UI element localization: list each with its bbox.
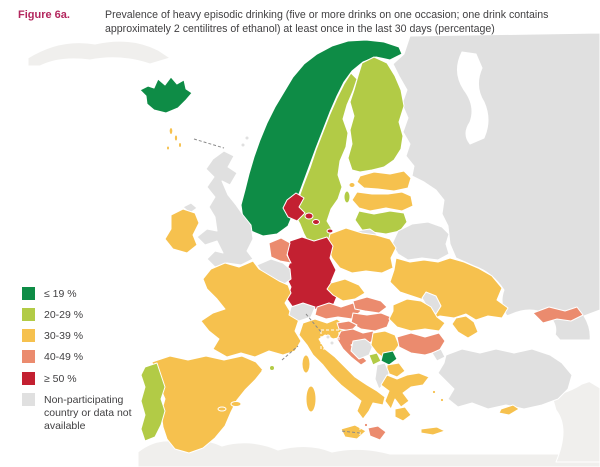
legend-item-ge50: ≥ 50 %	[22, 371, 160, 386]
island-crete	[420, 426, 446, 436]
country-norway	[240, 39, 403, 237]
inset-malta	[340, 418, 395, 449]
legend-label-30-39: 30-39 %	[44, 330, 84, 343]
island-zealand	[304, 212, 314, 220]
country-poland	[326, 227, 397, 274]
country-latvia	[351, 191, 414, 212]
monaco-inset-connector	[281, 345, 299, 361]
country-hungary	[350, 312, 392, 332]
island-aegean-2	[439, 397, 445, 403]
legend-item-40-49: 40-49 %	[22, 350, 160, 364]
country-estonia	[356, 170, 412, 192]
sea-overlays	[443, 51, 600, 389]
map-legend: ≤ 19 % 20-29 % 30-39 % 40-49 % ≥ 50 % No…	[22, 287, 160, 433]
island-corsica	[301, 354, 311, 374]
country-kosovo	[380, 350, 398, 366]
country-netherlands	[268, 237, 292, 264]
greenland-coast	[27, 40, 171, 67]
malta-inset-box	[359, 418, 395, 449]
island-mallorca	[230, 401, 242, 407]
country-croatia	[336, 328, 378, 366]
country-cyprus	[498, 404, 520, 416]
country-bulgaria	[396, 332, 446, 356]
inset-liechtenstein	[305, 313, 340, 350]
liechtenstein-dot-2	[329, 340, 335, 346]
country-czechia	[326, 278, 366, 302]
country-belarus	[391, 221, 450, 261]
island-bornholm	[326, 228, 334, 234]
liechtenstein-inset-connector	[305, 313, 322, 333]
country-france	[200, 260, 302, 358]
island-ibiza	[217, 406, 227, 412]
inset-monaco	[261, 345, 299, 379]
figure-header: Figure 6a. Prevalence of heavy episodic …	[18, 9, 590, 37]
country-ireland	[164, 208, 200, 254]
country-faroe-islands	[168, 127, 174, 135]
legend-swatch-le19	[22, 287, 35, 300]
country-turkey	[437, 348, 573, 410]
island-gotland	[343, 190, 351, 204]
country-slovenia	[336, 320, 358, 332]
country-finland	[347, 56, 405, 173]
faroe-islet-4	[166, 145, 170, 151]
legend-swatch-ge50	[22, 371, 35, 385]
legend-item-30-39: 30-39 %	[22, 329, 160, 343]
country-monaco	[269, 365, 275, 371]
country-liechtenstein	[325, 334, 331, 340]
legend-label-ge50: ≥ 50 %	[44, 372, 77, 385]
malta-islet-gozo	[363, 422, 369, 428]
country-ukraine	[389, 257, 509, 321]
legend-item-not-available: Non-participating country or data not av…	[22, 392, 160, 433]
legend-label-not-available: Non-participating country or data not av…	[44, 393, 132, 432]
country-georgia	[532, 306, 584, 324]
figure-number: Figure 6a.	[18, 9, 70, 21]
region-crimea	[451, 315, 479, 339]
country-slovakia	[352, 296, 388, 314]
country-moldova	[421, 291, 442, 315]
country-spain	[151, 355, 264, 454]
legend-swatch-not-available	[22, 392, 35, 406]
malta-inset-connector	[340, 430, 361, 434]
faroe-inset-connector	[193, 138, 225, 149]
country-germany	[284, 236, 339, 311]
country-romania	[388, 298, 446, 332]
caspian-sea	[583, 309, 600, 389]
inset-faroe-islands	[152, 121, 225, 163]
legend-swatch-20-29	[22, 308, 35, 322]
region-peloponnese	[394, 406, 412, 422]
legend-label-le19: ≤ 19 %	[44, 288, 77, 300]
island-shetland-2	[244, 135, 250, 141]
legend-label-40-49: 40-49 %	[44, 351, 84, 364]
figure-title: Prevalence of heavy episodic drinking (f…	[105, 9, 549, 35]
legend-item-le19: ≤ 19 %	[22, 287, 160, 301]
country-north-macedonia	[386, 362, 406, 378]
monaco-inset-box	[261, 357, 283, 379]
faroe-islet-2	[173, 134, 179, 142]
white-sea	[457, 51, 489, 145]
legend-item-20-29: 20-29 %	[22, 308, 160, 322]
country-denmark	[282, 192, 306, 222]
island-saaremaa	[348, 182, 356, 188]
legend-swatch-30-39	[22, 329, 35, 343]
country-greece	[380, 372, 430, 410]
outside-region-land	[27, 40, 600, 467]
island-sardinia	[305, 385, 317, 413]
country-switzerland	[288, 302, 316, 322]
legend-label-20-29: 20-29 %	[44, 309, 84, 322]
island-aegean-1	[431, 389, 437, 395]
country-portugal	[140, 362, 166, 442]
faroe-islet-3	[178, 142, 182, 148]
island-shetland-1	[240, 142, 246, 148]
island-funen	[312, 219, 320, 225]
legend-swatch-40-49	[22, 350, 35, 364]
faroe-inset-box	[152, 121, 194, 163]
liechtenstein-inset-box	[320, 329, 340, 350]
country-malta	[367, 425, 387, 441]
country-iceland	[139, 76, 193, 114]
